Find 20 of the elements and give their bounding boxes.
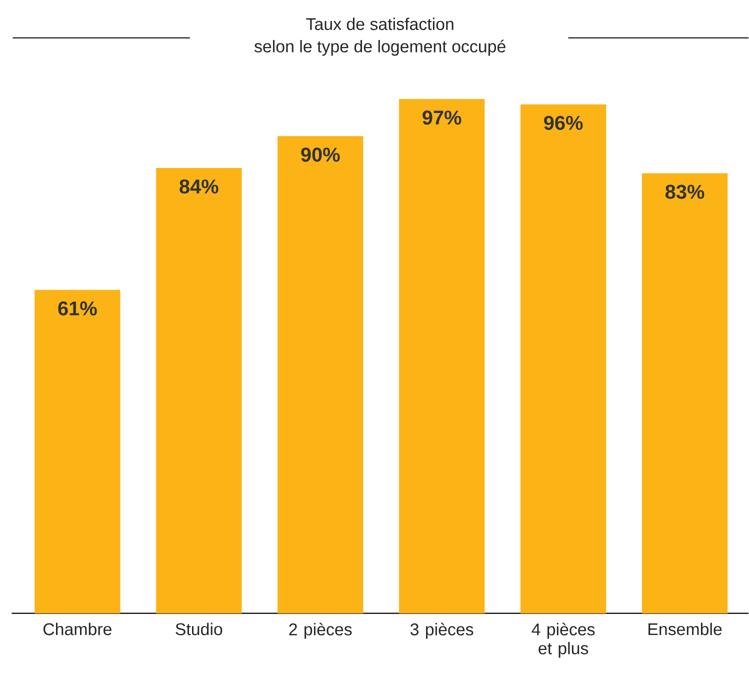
x-tick-label: Ensemble [648, 622, 722, 636]
bar [642, 173, 728, 614]
bar [278, 136, 364, 614]
x-tick-label: 3 pièces [410, 622, 474, 639]
data-label: 61% [58, 301, 97, 316]
chart-title: Taux de satisfaction [306, 18, 454, 30]
bar [520, 104, 606, 614]
bar [34, 290, 120, 614]
bar [156, 168, 242, 614]
data-label: 90% [301, 148, 340, 162]
data-label: 84% [180, 179, 218, 194]
x-tick-label: Studio [176, 622, 222, 636]
data-label: 83% [665, 184, 704, 199]
data-label: 97% [422, 110, 462, 125]
x-tick-label: Chambre [43, 622, 112, 636]
data-label: 96% [544, 116, 583, 130]
bar [399, 99, 485, 614]
x-tick-label: 2 pièces [289, 622, 352, 639]
x-tick-label: 4 pièces et plus [532, 622, 595, 658]
chart-subtitle: selon le type de logement occupé [254, 40, 506, 56]
